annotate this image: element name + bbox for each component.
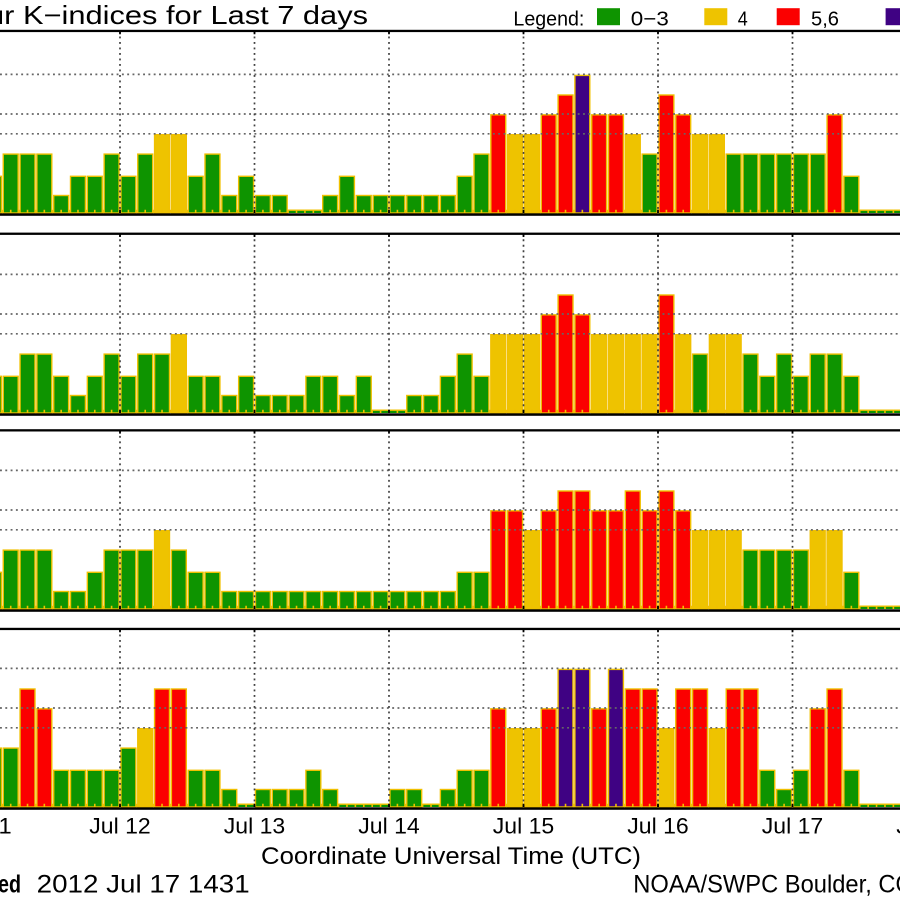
svg-text:4: 4: [738, 9, 748, 31]
svg-text:ed: ed: [0, 871, 21, 899]
svg-text:0−3: 0−3: [631, 9, 669, 31]
svg-text:Jul 13: Jul 13: [224, 814, 286, 839]
svg-text:5,6: 5,6: [811, 9, 839, 31]
svg-text:Jul 18: Jul 18: [896, 814, 900, 839]
svg-text:Jul 11: Jul 11: [0, 814, 12, 839]
svg-text:Coordinate Universal Time (UTC: Coordinate Universal Time (UTC): [261, 843, 641, 870]
svg-text:Jul 16: Jul 16: [627, 814, 689, 839]
svg-text:Jul 14: Jul 14: [358, 814, 420, 839]
svg-text:Jul 17: Jul 17: [762, 814, 824, 839]
svg-text:ur K−indices for Last 7 days: ur K−indices for Last 7 days: [0, 0, 368, 30]
svg-text:NOAA/SWPC Boulder, CO USA: NOAA/SWPC Boulder, CO USA: [633, 871, 900, 899]
svg-text:Jul 15: Jul 15: [493, 814, 555, 839]
svg-text:Legend:: Legend:: [513, 9, 584, 31]
svg-text:Jul 12: Jul 12: [89, 814, 151, 839]
svg-text:2012 Jul 17 1431: 2012 Jul 17 1431: [37, 871, 250, 899]
